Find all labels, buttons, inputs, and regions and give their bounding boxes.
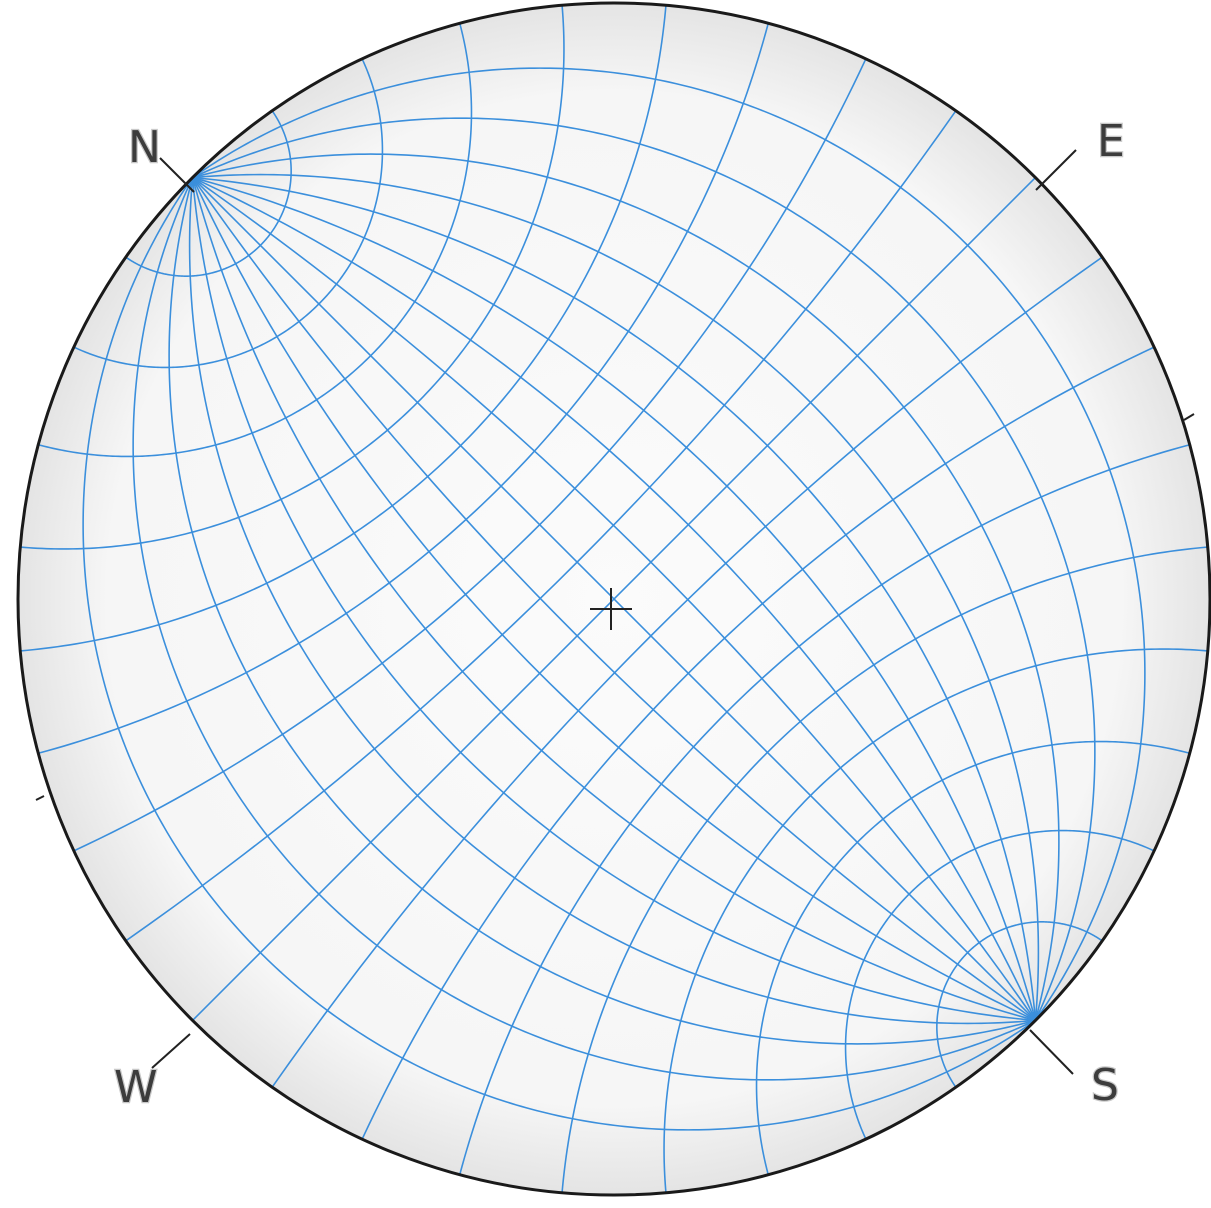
small-circle: [936, 921, 1103, 1088]
small-circle: [361, 346, 1155, 1140]
small-circle: [125, 110, 292, 277]
small-circle: [20, 5, 667, 652]
south-tick: [1029, 1029, 1074, 1075]
great-circle: [192, 176, 1037, 1021]
small-circle: [38, 23, 473, 458]
great-circle: [192, 67, 1146, 1021]
great-circle: [192, 117, 1096, 1021]
small-circle: [561, 546, 1208, 1193]
small-circle: [73, 58, 867, 852]
great-circle: [192, 176, 1037, 1021]
small-circle: [844, 829, 1155, 1140]
great-circle: [192, 176, 1037, 1021]
great-circle: [192, 153, 1060, 1021]
small-circles: [20, 5, 1208, 1193]
net-grid: [20, 5, 1208, 1193]
small-circle: [458, 443, 1190, 1175]
west-tick: [151, 1033, 191, 1069]
small-circle: [38, 23, 770, 755]
small-circle: [20, 5, 565, 550]
great-circle: [192, 173, 1040, 1021]
small-circle: [191, 176, 1037, 1022]
north-tick: [159, 157, 195, 193]
east-tick: [1035, 149, 1077, 191]
small-circle: [755, 740, 1190, 1175]
center-cross: [590, 588, 632, 630]
small-circle: [271, 256, 1103, 1088]
south-label: S: [1091, 1060, 1119, 1111]
small-circle: [125, 110, 957, 942]
small-circle: [663, 648, 1208, 1193]
minor-tick-left: [35, 795, 45, 801]
minor-tick-right: [1183, 413, 1195, 421]
north-label: N: [128, 122, 161, 173]
direction-ticks: [35, 149, 1195, 1075]
great-circle: [192, 176, 1037, 1021]
small-circle: [73, 58, 384, 369]
east-label: E: [1097, 116, 1125, 167]
primitive-circle: [16, 1, 1211, 1197]
west-label: W: [114, 1062, 158, 1113]
